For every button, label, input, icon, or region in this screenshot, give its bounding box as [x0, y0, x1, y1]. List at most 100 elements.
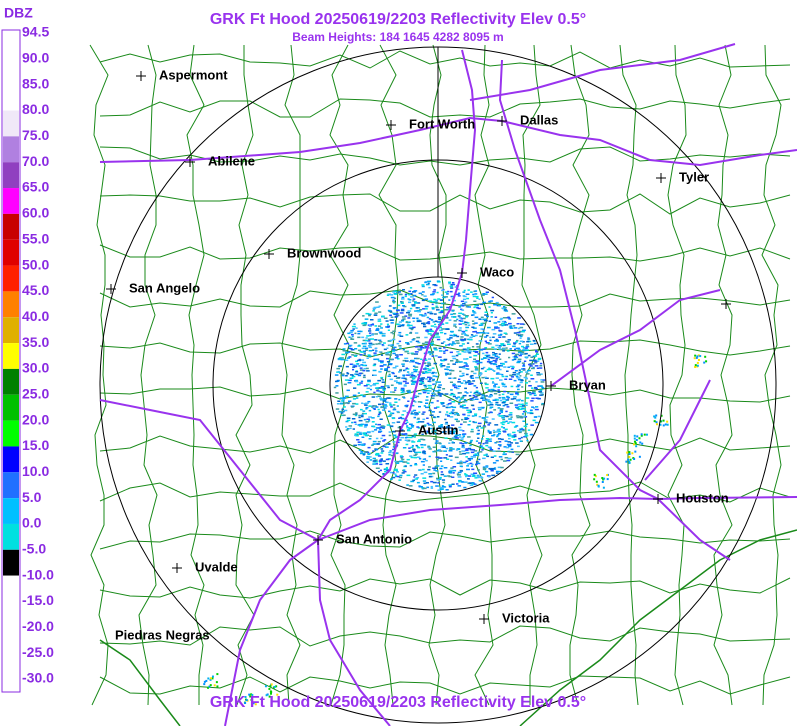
- echo-pixel: [410, 327, 414, 330]
- echo-pixel: [508, 378, 513, 380]
- echo-pixel: [466, 392, 469, 394]
- echo-pixel: [522, 420, 526, 422]
- echo-pixel: [390, 316, 394, 318]
- echo-pixel: [493, 409, 497, 411]
- echo-pixel: [524, 347, 528, 349]
- echo-pixel: [460, 336, 464, 338]
- echo-pixel: [514, 356, 517, 359]
- range-rings: [99, 46, 777, 724]
- echo-pixel: [392, 441, 396, 443]
- echo-pixel: [459, 462, 463, 465]
- echo-pixel: [403, 377, 407, 380]
- echo-pixel: [373, 354, 377, 356]
- echo-pixel: [523, 415, 526, 417]
- echo-pixel: [437, 482, 440, 484]
- echo-pixel: [427, 358, 432, 360]
- echo-pixel: [421, 291, 425, 293]
- echo-pixel: [501, 363, 506, 365]
- echo-pixel: [436, 427, 440, 430]
- echo-pixel: [445, 322, 449, 324]
- echo-pixel: [470, 291, 473, 293]
- echo-pixel: [344, 379, 349, 381]
- echo-pixel: [357, 424, 361, 426]
- echo-pixel: [489, 440, 492, 442]
- echo-pixel: [465, 315, 469, 317]
- echo-pixel: [359, 351, 362, 353]
- echo-pixel: [472, 311, 476, 313]
- echo-pixel: [460, 460, 463, 462]
- echo-pixel: [402, 349, 405, 351]
- echo-pixel: [460, 320, 464, 322]
- echo-pixel: [509, 374, 513, 377]
- echo-pixel: [273, 685, 276, 688]
- echo-pixel: [490, 456, 494, 458]
- echo-pixel: [520, 335, 523, 338]
- echo-pixel: [696, 355, 699, 358]
- echo-pixel: [516, 331, 521, 334]
- echo-pixel: [343, 409, 348, 412]
- echo-pixel: [463, 461, 467, 464]
- echo-pixel: [514, 370, 518, 372]
- echo-pixel: [360, 394, 364, 396]
- echo-pixel: [414, 474, 418, 476]
- echo-pixel: [353, 323, 356, 325]
- echo-pixel: [373, 374, 377, 376]
- echo-pixel: [472, 323, 476, 325]
- echo-pixel: [345, 365, 349, 368]
- echo-pixel: [361, 412, 364, 415]
- echo-pixel: [504, 440, 508, 442]
- echo-pixel: [467, 463, 470, 465]
- echo-pixel: [407, 298, 410, 300]
- echo-pixel: [522, 323, 526, 326]
- echo-pixel: [359, 433, 363, 435]
- echo-pixel: [402, 469, 406, 471]
- echo-pixel: [535, 360, 540, 362]
- echo-pixel: [489, 438, 493, 440]
- echo-pixel: [478, 458, 481, 461]
- echo-pixel: [446, 404, 449, 406]
- echo-pixel: [529, 365, 533, 367]
- echo-pixel: [532, 391, 535, 394]
- echo-pixel: [519, 375, 522, 377]
- echo-pixel: [517, 445, 520, 448]
- echo-pixel: [497, 444, 502, 446]
- echo-pixel: [386, 347, 389, 349]
- echo-pixel: [499, 324, 502, 326]
- legend-label: 55.0: [22, 230, 49, 246]
- echo-pixel: [428, 409, 432, 412]
- echo-pixel: [459, 398, 463, 400]
- echo-pixel: [244, 702, 247, 705]
- echo-pixel: [435, 334, 439, 336]
- echo-pixel: [539, 362, 543, 365]
- echo-pixel: [417, 341, 421, 344]
- echo-pixel: [362, 345, 367, 348]
- echo-pixel: [443, 302, 446, 304]
- echo-pixel: [461, 309, 465, 311]
- echo-pixel: [486, 357, 490, 359]
- echo-pixel: [433, 469, 436, 471]
- echo-pixel: [385, 368, 388, 370]
- echo-pixel: [447, 290, 450, 293]
- echo-pixel: [499, 379, 503, 381]
- echo-pixel: [645, 433, 648, 436]
- echo-pixel: [444, 291, 448, 293]
- echo-pixel: [422, 480, 427, 482]
- echo-pixel: [482, 332, 486, 335]
- echo-pixel: [377, 408, 380, 411]
- echo-pixel: [406, 391, 411, 393]
- echo-pixel: [445, 489, 448, 491]
- echo-pixel: [254, 703, 257, 706]
- echo-pixel: [398, 417, 401, 419]
- echo-pixel: [375, 467, 380, 469]
- echo-pixel: [422, 391, 427, 394]
- echo-pixel: [352, 368, 355, 371]
- echo-pixel: [438, 425, 443, 427]
- echo-pixel: [362, 395, 366, 398]
- echo-pixel: [343, 402, 347, 404]
- echo-pixel: [373, 391, 376, 394]
- echo-pixel: [425, 371, 429, 374]
- echo-pixel: [631, 452, 634, 455]
- echo-pixel: [398, 398, 401, 401]
- echo-pixel: [485, 334, 489, 337]
- echo-pixel: [480, 322, 483, 325]
